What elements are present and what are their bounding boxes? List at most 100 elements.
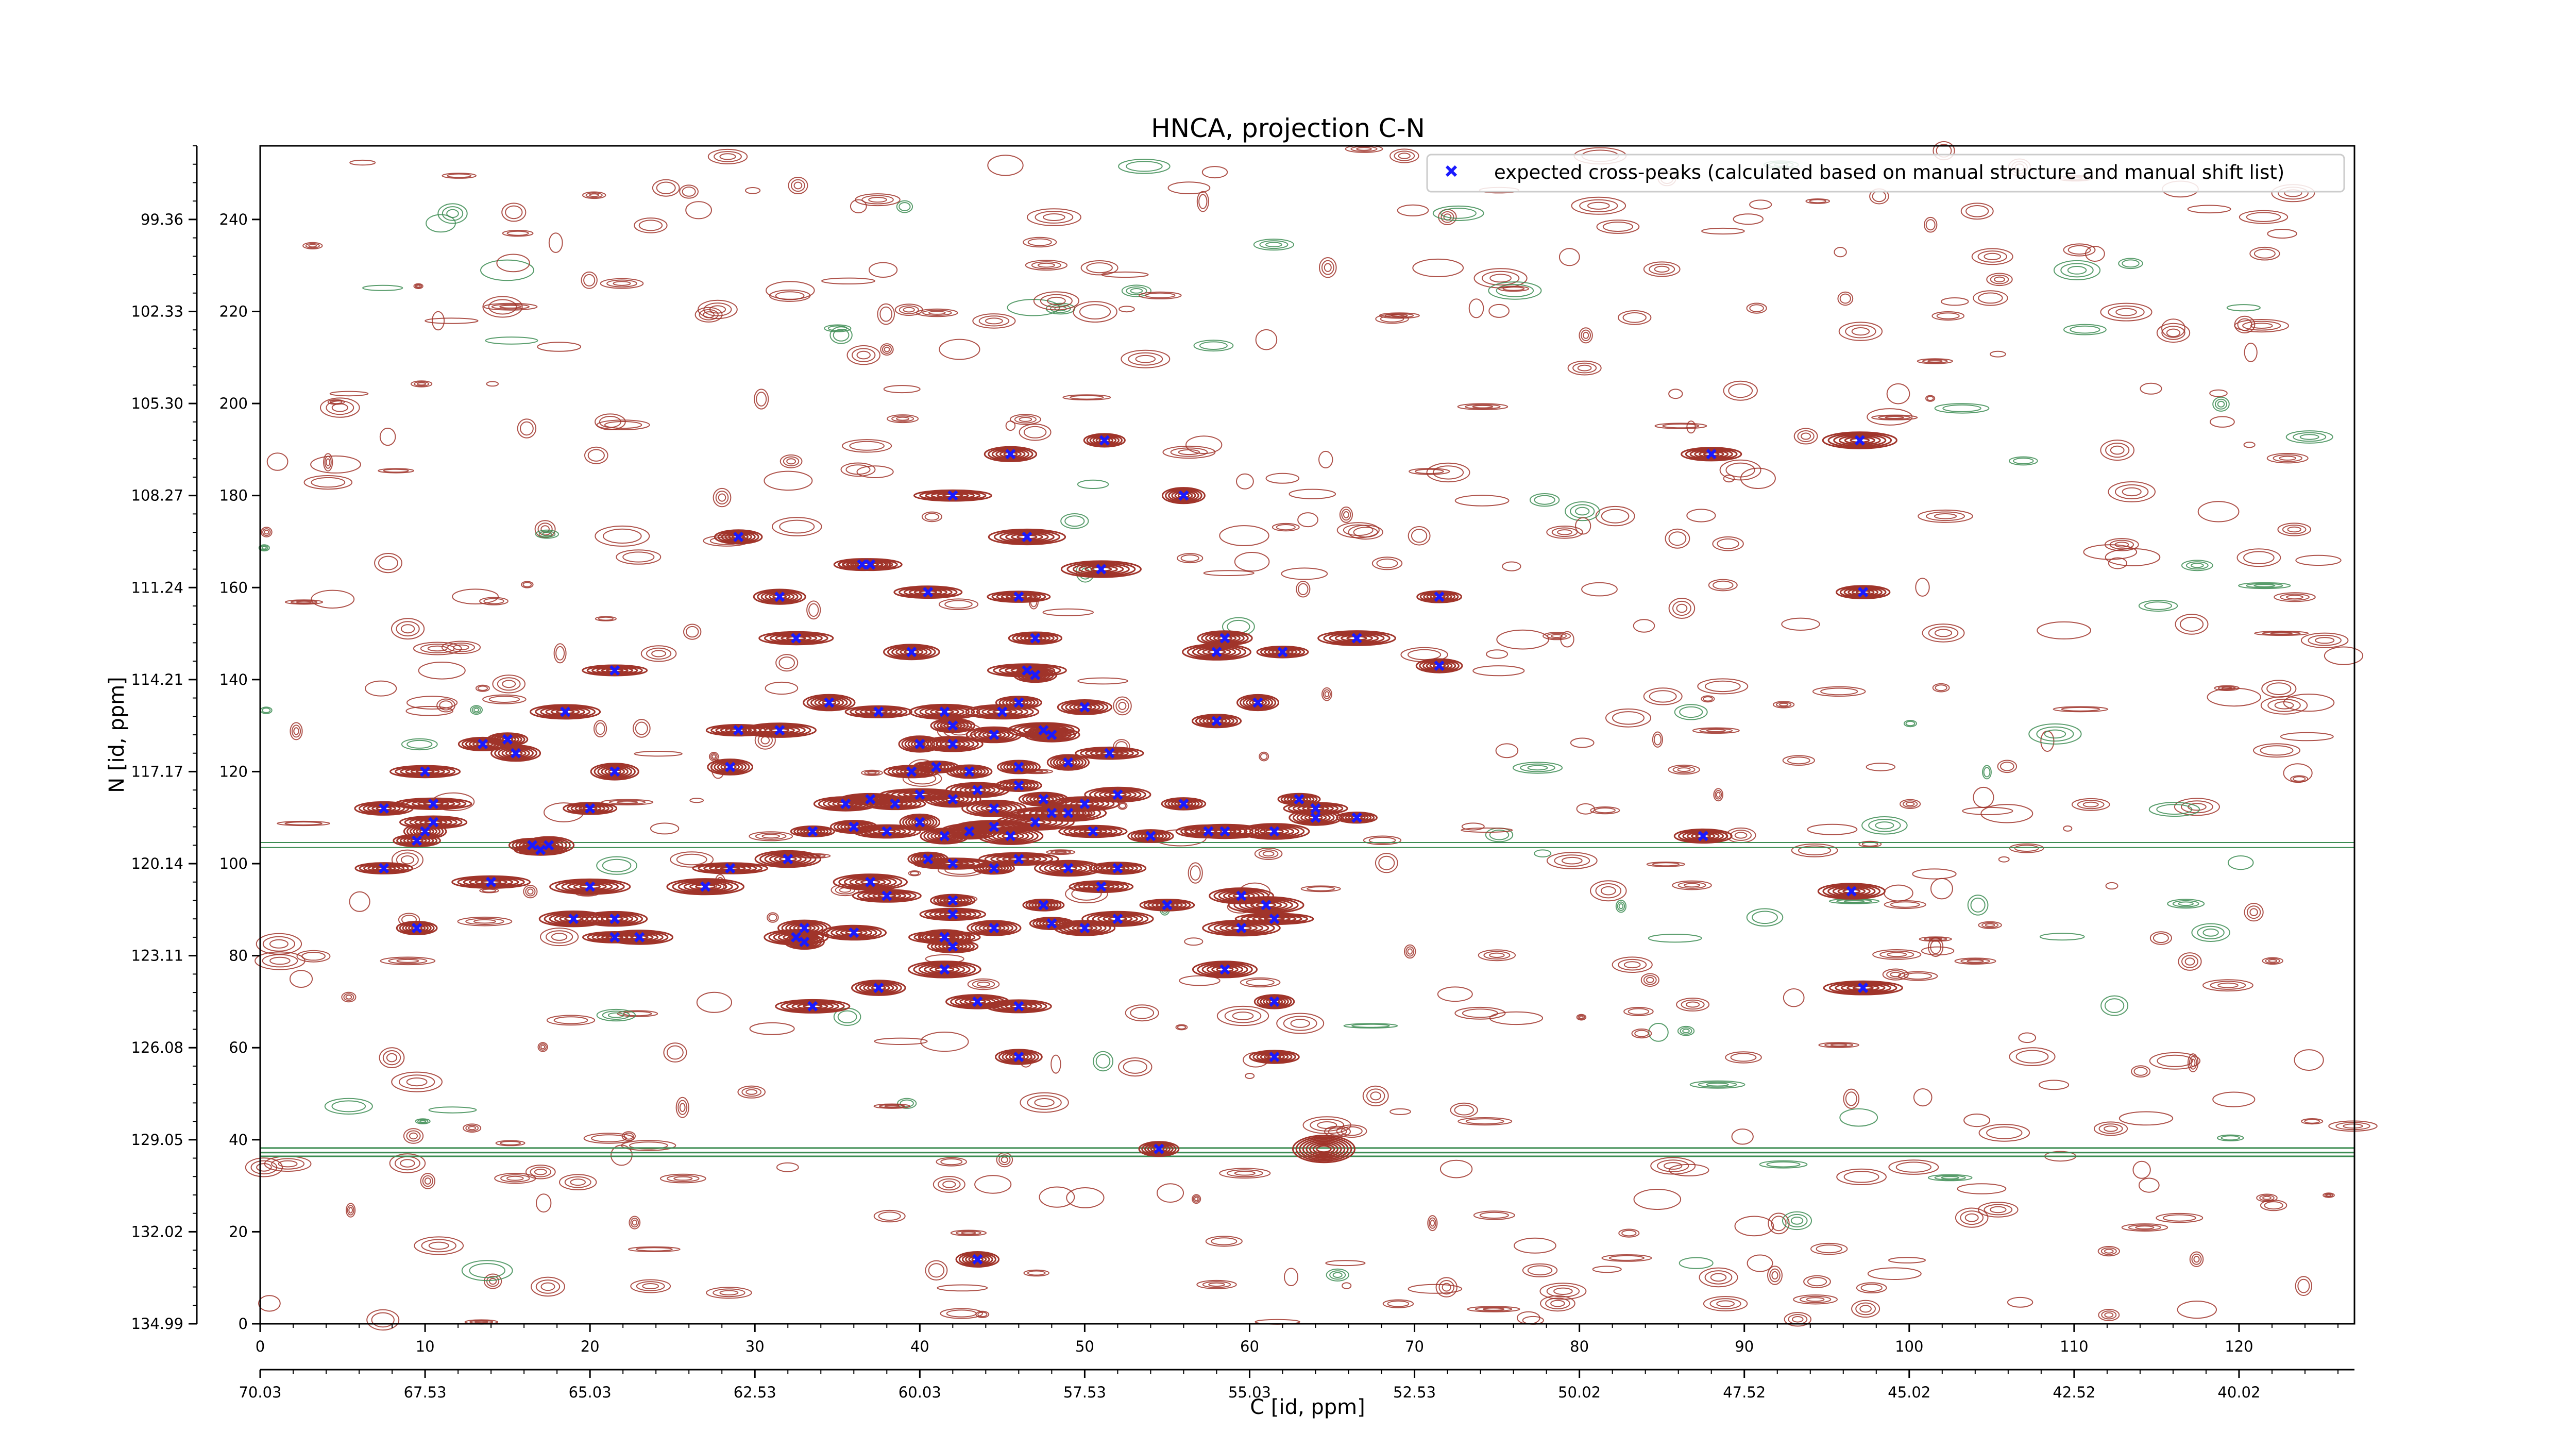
peak-contour [978, 852, 1059, 866]
peak-contour [814, 697, 844, 708]
peak-contour [1260, 1052, 1289, 1062]
peak-contour [1240, 695, 1276, 710]
x-index-tick-label: 60 [1240, 1338, 1259, 1355]
noise-contour [1414, 468, 1444, 475]
peak-contour [549, 878, 631, 895]
noise-contour [582, 191, 606, 199]
noise-contour [1797, 430, 1815, 442]
noise-contour [652, 179, 680, 197]
peak-contour [1151, 901, 1183, 909]
noise-contour [1851, 1300, 1880, 1318]
noise-contour [1701, 227, 1745, 235]
noise-contour [277, 820, 331, 827]
noise-contour [1201, 166, 1228, 179]
peak-contour [710, 760, 750, 774]
noise-contour [1379, 312, 1420, 319]
peak-contour [1430, 594, 1449, 600]
noise-contour [864, 770, 880, 776]
noise-contour [1465, 1118, 1504, 1125]
noise-contour [821, 277, 875, 284]
noise-contour [521, 581, 534, 588]
noise-contour [1970, 897, 1986, 913]
noise-contour [2100, 440, 2135, 461]
peak-contour [905, 816, 935, 829]
peak-contour [913, 589, 943, 596]
peak-contour [563, 802, 618, 815]
peak-contour [1027, 728, 1076, 742]
peak-contour [933, 719, 972, 732]
noise-contour [1118, 306, 1135, 313]
peak-contour [924, 908, 981, 920]
peak-contour [971, 921, 1018, 935]
noise-contour [1042, 608, 1094, 616]
noise-contour [1618, 958, 1647, 971]
noise-contour [1450, 1102, 1478, 1118]
marker-stroke [1104, 748, 1115, 759]
noise-contour [1980, 804, 2033, 823]
peak-contour [1182, 643, 1251, 661]
cross-peak-marker [1112, 789, 1123, 800]
noise-contour [447, 173, 472, 178]
peak-contour [993, 530, 1061, 544]
noise-contour [1472, 405, 1494, 409]
noise-contour [1298, 583, 1309, 596]
noise-contour [1650, 1157, 1696, 1175]
noise-contour [468, 1126, 477, 1131]
peak-contour [1080, 747, 1139, 759]
noise-contour [987, 155, 1024, 176]
marker-stroke [873, 706, 884, 717]
cross-peak-marker [1099, 435, 1110, 446]
peak-contour [1840, 983, 1886, 992]
peak-contour [1000, 761, 1038, 773]
peak-contour [980, 804, 1008, 813]
noise-contour [415, 284, 422, 289]
noise-contour [607, 1012, 624, 1018]
noise-contour [2121, 1223, 2168, 1232]
noise-contour [1601, 1254, 1652, 1262]
marker-stroke [511, 748, 521, 759]
peak-contour [1006, 763, 1031, 771]
noise-contour [583, 274, 596, 287]
noise-contour [284, 599, 324, 605]
noise-contour [908, 870, 921, 877]
peak-contour [1828, 981, 1897, 995]
noise-contour [656, 181, 676, 194]
noise-contour [946, 1309, 977, 1318]
noise-contour [1719, 459, 1761, 481]
noise-contour [1768, 1212, 1790, 1235]
peak-contour [1134, 831, 1167, 841]
peak-contour [995, 1049, 1043, 1065]
peak-contour [707, 759, 754, 776]
noise-contour [2067, 266, 2087, 275]
peak-contour [1699, 450, 1724, 458]
noise-contour [1783, 988, 1805, 1007]
noise-contour [1689, 1080, 1745, 1089]
noise-contour [496, 254, 530, 273]
noise-contour [584, 446, 608, 464]
noise-contour [2301, 1118, 2324, 1125]
noise-contour [1978, 921, 2002, 929]
peak-contour [923, 763, 950, 771]
peak-contour [625, 934, 654, 941]
noise-contour [845, 464, 871, 475]
peak-contour [757, 589, 803, 604]
noise-contour [1546, 852, 1598, 869]
noise-contour [1708, 579, 1738, 592]
noise-contour [1341, 1126, 1363, 1136]
noise-contour [1184, 937, 1204, 946]
cross-peak-marker [914, 817, 925, 828]
peak-contour [992, 831, 1029, 841]
noise-contour [1798, 845, 1832, 856]
noise-contour [2037, 621, 2092, 639]
cross-peak-marker [947, 941, 958, 952]
noise-contour [2044, 729, 2066, 739]
noise-contour [1486, 649, 1509, 659]
cross-peak-marker [1706, 449, 1717, 460]
noise-contour [310, 455, 361, 474]
cross-peak-marker [824, 697, 835, 708]
noise-contour [1978, 1202, 2019, 1218]
peak-contour [1022, 899, 1065, 912]
marker-stroke [1038, 900, 1049, 911]
noise-contour [530, 1167, 552, 1177]
cross-peak-marker [1030, 669, 1041, 681]
